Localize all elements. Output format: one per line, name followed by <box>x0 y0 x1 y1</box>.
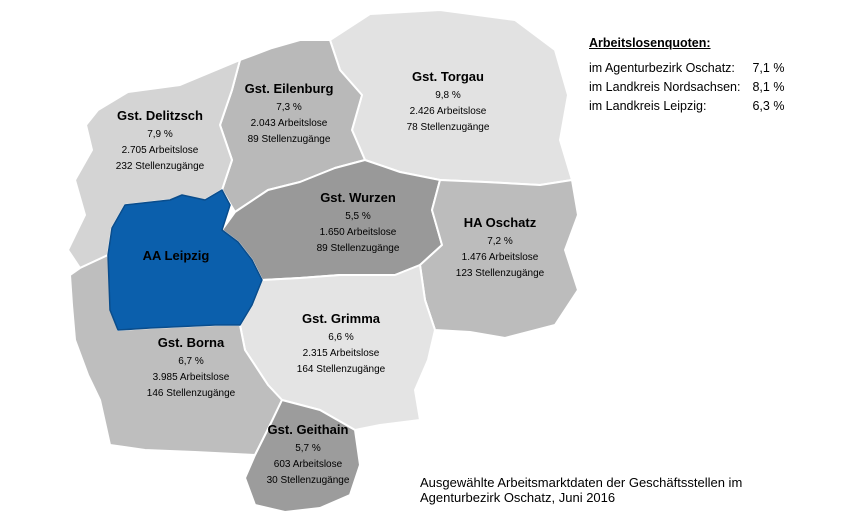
rates-row: im Agenturbezirk Oschatz: 7,1 % <box>589 58 784 77</box>
region-rate: 6,6 % <box>328 332 354 343</box>
region-vacancies: 89 Stellenzugänge <box>316 243 400 254</box>
region-unemployed: 3.985 Arbeitslose <box>152 372 230 383</box>
label-geithain: Gst. Geithain 5,7 % 603 Arbeitslose 30 S… <box>228 422 388 489</box>
region-rate: 9,8 % <box>435 90 461 101</box>
region-rate: 5,5 % <box>345 211 371 222</box>
label-oschatz: HA Oschatz 7,2 % 1.476 Arbeitslose 123 S… <box>420 215 580 282</box>
label-wurzen: Gst. Wurzen 5,5 % 1.650 Arbeitslose 89 S… <box>278 190 438 257</box>
region-name: Gst. Delitzsch <box>117 108 203 123</box>
region-rate: 5,7 % <box>295 443 321 454</box>
region-rate: 7,9 % <box>147 129 173 140</box>
region-vacancies: 232 Stellenzugänge <box>115 161 205 172</box>
region-name: Gst. Borna <box>157 335 225 350</box>
region-name: HA Oschatz <box>463 215 537 230</box>
rates-value: 6,3 % <box>752 98 785 113</box>
label-delitzsch: Gst. Delitzsch 7,9 % 2.705 Arbeitslose 2… <box>80 108 240 175</box>
label-grimma: Gst. Grimma 6,6 % 2.315 Arbeitslose 164 … <box>261 311 421 378</box>
region-name: Gst. Grimma <box>301 311 381 326</box>
region-unemployed: 2.043 Arbeitslose <box>250 118 328 129</box>
rates-label: im Landkreis Leipzig: <box>589 98 707 113</box>
label-torgau: Gst. Torgau 9,8 % 2.426 Arbeitslose 78 S… <box>368 69 528 136</box>
region-vacancies: 78 Stellenzugänge <box>406 122 490 133</box>
rates-value: 7,1 % <box>752 60 785 75</box>
caption-line: Agenturbezirk Oschatz, Juni 2016 <box>420 490 616 505</box>
region-unemployed: 1.650 Arbeitslose <box>319 227 397 238</box>
rates-row: im Landkreis Leipzig: 6,3 % <box>589 96 784 115</box>
region-leipzig <box>107 189 263 331</box>
region-vacancies: 123 Stellenzugänge <box>455 268 545 279</box>
rates-label: im Landkreis Nordsachsen: <box>589 79 741 94</box>
region-rate: 7,2 % <box>487 236 513 247</box>
region-vacancies: 89 Stellenzugänge <box>247 134 331 145</box>
unemployment-rates-box: Arbeitslosenquoten: im Agenturbezirk Osc… <box>589 36 849 115</box>
rates-table: im Agenturbezirk Oschatz: 7,1 % im Landk… <box>589 58 784 115</box>
region-name: Gst. Eilenburg <box>244 81 334 96</box>
region-unemployed: 603 Arbeitslose <box>273 459 343 470</box>
region-name: Gst. Torgau <box>412 69 484 84</box>
rates-title: Arbeitslosenquoten: <box>589 36 711 50</box>
region-unemployed: 2.315 Arbeitslose <box>302 348 380 359</box>
rates-label: im Agenturbezirk Oschatz: <box>589 60 735 75</box>
region-name: Gst. Wurzen <box>320 190 396 205</box>
map-caption: Ausgewählte Arbeitsmarktdaten der Geschä… <box>420 475 840 505</box>
label-leipzig: AA Leipzig <box>96 248 256 267</box>
region-unemployed: 2.426 Arbeitslose <box>409 106 487 117</box>
label-eilenburg: Gst. Eilenburg 7,3 % 2.043 Arbeitslose 8… <box>209 81 369 148</box>
caption-line: Ausgewählte Arbeitsmarktdaten der Geschä… <box>420 475 743 490</box>
region-name: Gst. Geithain <box>267 422 349 437</box>
rates-value: 8,1 % <box>752 79 785 94</box>
region-unemployed: 2.705 Arbeitslose <box>121 145 199 156</box>
region-oschatz <box>419 179 579 339</box>
region-rate: 7,3 % <box>276 102 302 113</box>
rates-row: im Landkreis Nordsachsen: 8,1 % <box>589 77 784 96</box>
region-rate: 6,7 % <box>178 356 204 367</box>
label-borna: Gst. Borna 6,7 % 3.985 Arbeitslose 146 S… <box>111 335 271 402</box>
region-name: AA Leipzig <box>142 248 210 263</box>
region-vacancies: 146 Stellenzugänge <box>146 388 236 399</box>
region-vacancies: 30 Stellenzugänge <box>266 475 350 486</box>
region-geithain <box>244 399 361 513</box>
region-vacancies: 164 Stellenzugänge <box>296 364 386 375</box>
region-unemployed: 1.476 Arbeitslose <box>461 252 539 263</box>
